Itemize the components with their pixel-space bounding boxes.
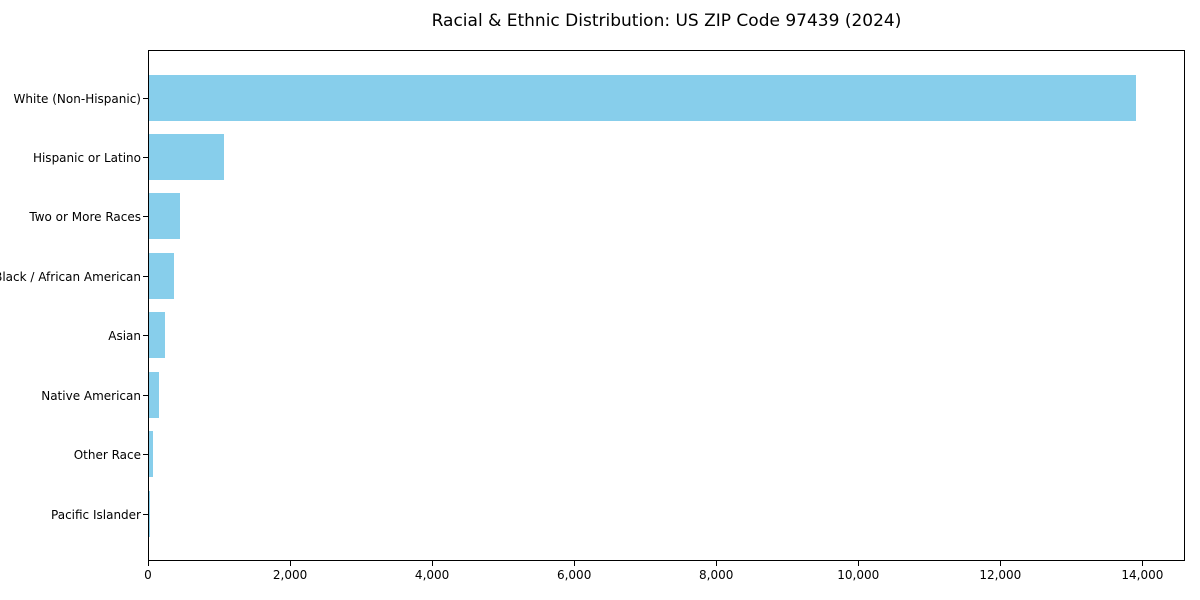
x-axis-tick-label: 14,000 <box>1121 568 1164 582</box>
chart-title: Racial & Ethnic Distribution: US ZIP Cod… <box>431 11 902 31</box>
x-axis-tick-label: 8,000 <box>699 568 734 582</box>
x-tick <box>148 561 149 566</box>
bar <box>149 193 180 240</box>
x-tick <box>432 561 434 566</box>
y-tick <box>143 394 148 396</box>
x-axis-tick-label: 12,000 <box>979 568 1022 582</box>
y-tick <box>143 454 148 456</box>
y-axis-label: Asian <box>108 329 141 344</box>
x-axis-tick-label: 0 <box>144 568 152 582</box>
x-axis-tick-label: 10,000 <box>837 568 880 582</box>
x-tick <box>1000 561 1002 566</box>
x-tick <box>290 561 292 566</box>
x-tick <box>716 561 718 566</box>
bar <box>149 133 224 180</box>
bar <box>149 312 166 359</box>
bar <box>149 74 1137 121</box>
y-tick <box>143 216 148 218</box>
y-axis-label: White (Non-Hispanic) <box>13 91 141 106</box>
bar <box>149 431 153 478</box>
x-axis-tick-label: 2,000 <box>272 568 308 582</box>
x-tick <box>858 561 860 566</box>
y-tick <box>143 275 148 277</box>
plot-area <box>148 50 1185 561</box>
y-tick <box>143 335 148 337</box>
y-axis-label: Native American <box>41 388 141 403</box>
y-tick <box>143 156 148 158</box>
x-axis-tick-label: 4,000 <box>414 568 450 582</box>
y-tick <box>143 97 148 99</box>
y-axis-label: Pacific Islander <box>51 507 141 522</box>
x-axis-tick-label: 6,000 <box>556 568 592 582</box>
bar <box>149 252 175 299</box>
bar <box>149 371 159 418</box>
y-axis-label: Hispanic or Latino <box>32 150 141 165</box>
y-axis-label: Two or More Races <box>29 210 141 225</box>
y-tick <box>143 513 148 515</box>
y-axis-label: Other Race <box>73 448 141 463</box>
x-tick <box>1142 561 1144 566</box>
x-tick <box>574 561 576 566</box>
y-axis-label: Black / African American <box>0 269 141 284</box>
